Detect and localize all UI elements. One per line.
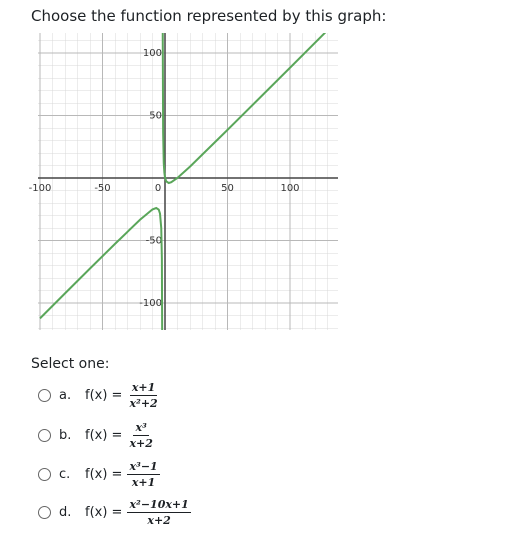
x-tick-label: -100 [29,183,52,194]
denominator: x+2 [147,514,171,527]
x-tick-label: 0 [155,183,161,194]
denominator: x+1 [131,476,156,489]
option-letter: a. [59,388,72,403]
minor-grid [38,33,338,330]
option-lhs: f(x) = [85,505,123,520]
numerator: x²−10x+1 [127,498,191,513]
y-tick-label: 100 [143,48,162,59]
select-label: Select one: [31,356,110,372]
radio[interactable] [38,506,51,519]
x-tick-label: 50 [221,183,234,194]
option[interactable]: c. f(x) = x³−1 x+1 [38,460,160,489]
fraction: x³ x+2 [127,421,154,450]
option-letter: c. [59,467,71,482]
denominator: x+2 [129,437,153,450]
radio[interactable] [38,389,51,402]
graph: -100 -50 0 50 100 -100 -50 50 100 [29,33,338,330]
fraction: x²−10x+1 x+2 [127,498,191,527]
option-lhs: f(x) = [85,388,123,403]
option-letter: b. [59,428,72,443]
fraction: x+1 x²+2 [127,381,159,410]
option-letter: d. [59,505,72,520]
curve [39,33,327,330]
radio[interactable] [38,429,51,442]
option-lhs: f(x) = [85,428,123,443]
numerator: x+1 [129,381,158,396]
radio[interactable] [38,468,51,481]
option[interactable]: a. f(x) = x+1 x²+2 [38,381,160,410]
y-tick-label: -50 [146,236,162,247]
denominator: x²+2 [129,397,158,410]
question: Choose the function represented by this … [31,7,387,25]
y-tick-label: 50 [149,111,162,122]
numerator: x³ [133,421,149,436]
x-tick-label: 100 [280,183,299,194]
option-lhs: f(x) = [85,467,123,482]
x-tick-label: -50 [94,183,110,194]
option[interactable]: d. f(x) = x²−10x+1 x+2 [38,498,191,527]
fraction: x³−1 x+1 [127,460,160,489]
y-tick-label: -100 [139,298,162,309]
numerator: x³−1 [127,460,160,475]
option[interactable]: b. f(x) = x³ x+2 [38,421,155,450]
